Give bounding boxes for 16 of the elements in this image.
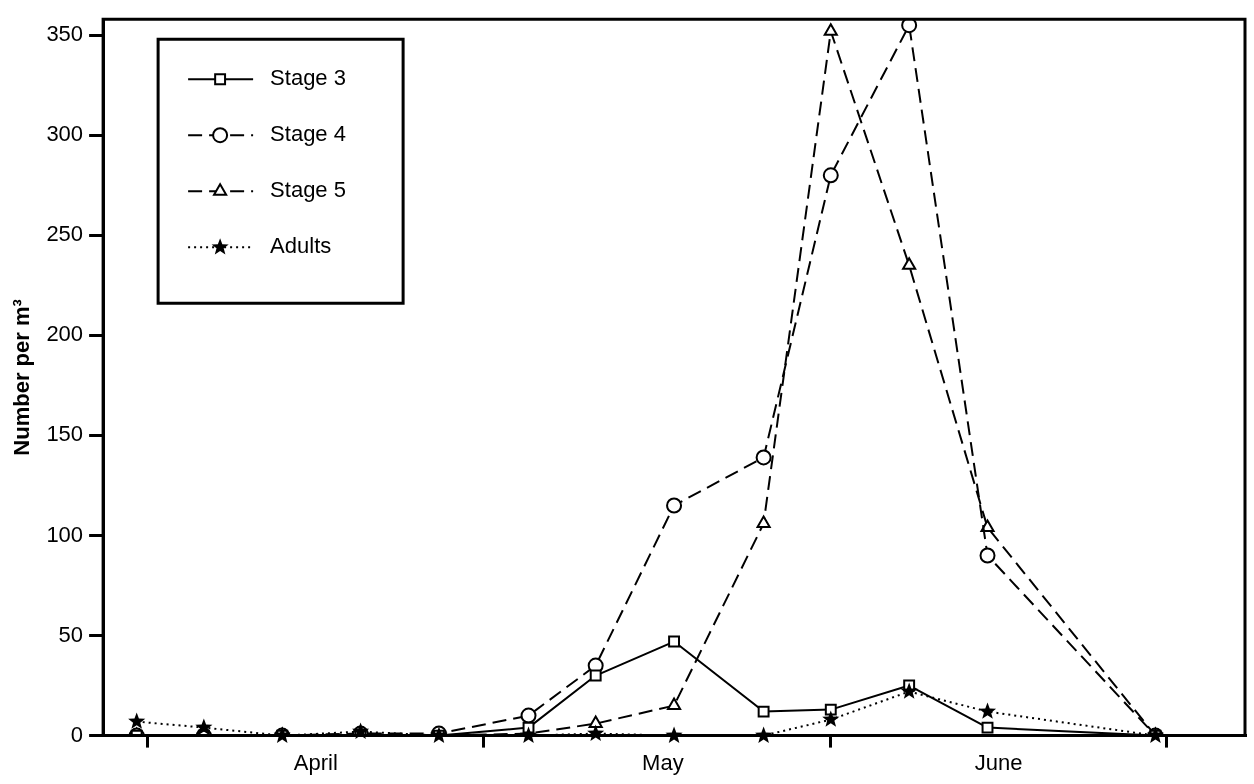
x-tick-label: June	[974, 749, 1023, 775]
legend-label: Stage 4	[270, 121, 346, 147]
legend-label: Adults	[270, 233, 332, 259]
y-axis-title: Number per m³	[9, 299, 35, 456]
y-tick-label: 350	[46, 21, 84, 47]
y-tick-label: 100	[46, 521, 84, 547]
y-tick-label: 50	[58, 621, 84, 647]
y-tick-label: 250	[46, 221, 84, 247]
y-tick-label: 0	[70, 721, 84, 747]
legend-label: Stage 3	[270, 65, 346, 91]
y-tick-label: 300	[46, 121, 84, 147]
legend-label: Stage 5	[270, 177, 346, 203]
y-tick-label: 200	[46, 321, 84, 347]
x-tick-label: May	[642, 749, 684, 775]
x-tick-label: April	[293, 749, 338, 775]
y-tick-label: 150	[46, 421, 84, 447]
